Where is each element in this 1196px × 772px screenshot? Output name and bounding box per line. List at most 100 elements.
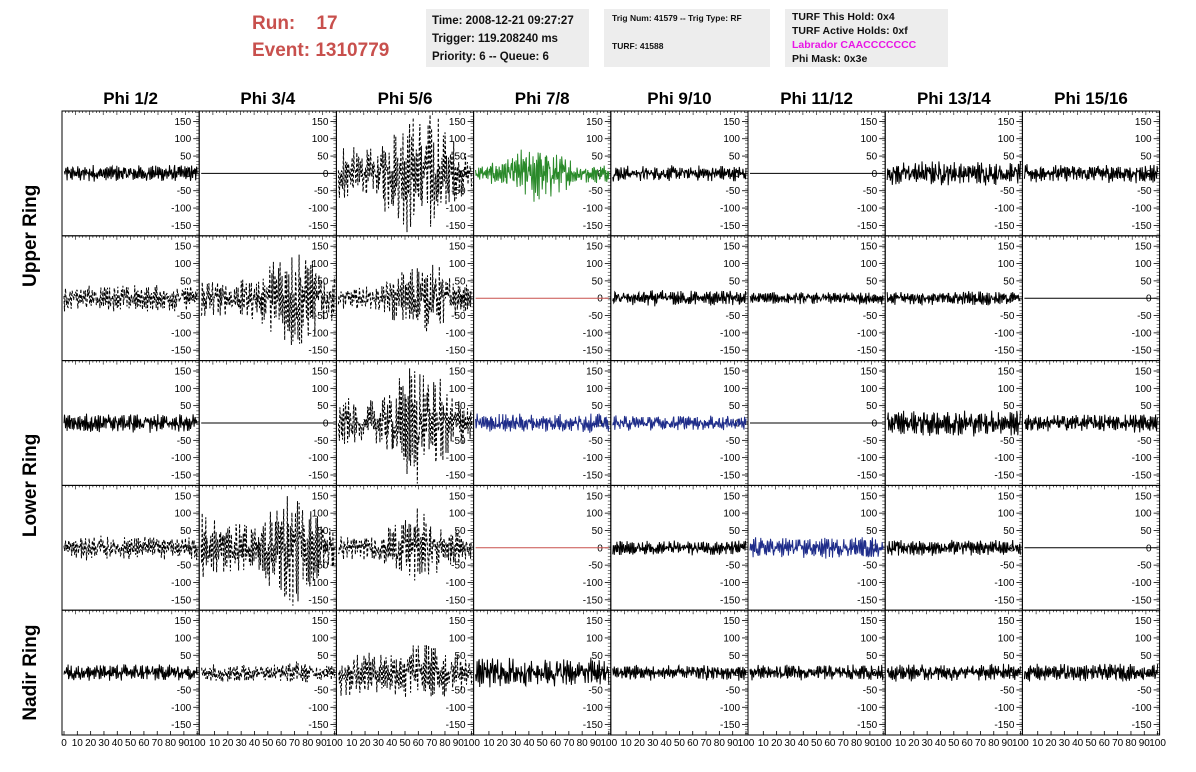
trace-waveform: [612, 165, 747, 182]
y-tick-label: -150: [171, 471, 191, 482]
y-tick-label: -150: [994, 346, 1014, 357]
turf-hold-text: TURF This Hold: 0x4: [792, 11, 895, 23]
x-tick-label: 10: [621, 738, 633, 749]
y-tick-label: 0: [460, 419, 466, 430]
y-tick-label: -50: [177, 311, 192, 322]
y-tick-label: 100: [723, 633, 740, 644]
trace-waveform: [200, 254, 335, 346]
y-tick-label: 150: [998, 367, 1015, 378]
y-tick-label: 100: [175, 509, 192, 520]
y-tick-label: 100: [586, 259, 603, 270]
y-tick-label: 0: [734, 169, 740, 180]
phi-mask-text: Phi Mask: 0x3e: [792, 53, 868, 65]
top-tick-marks: [747, 235, 886, 240]
top-tick-marks: [198, 485, 337, 490]
x-tick-label: 20: [497, 738, 509, 749]
top-tick-marks: [610, 111, 749, 115]
top-tick-marks: [61, 111, 200, 115]
y-tick-label: -50: [588, 186, 603, 197]
y-tick-label: 50: [866, 152, 878, 163]
y-tick-label: -150: [720, 720, 740, 731]
y-tick-label: -150: [994, 471, 1014, 482]
trace-waveform: [337, 264, 472, 333]
trace-waveform: [612, 540, 747, 556]
top-tick-marks: [473, 485, 612, 490]
trace-waveform: [63, 664, 198, 681]
y-tick-label: 150: [449, 242, 466, 253]
x-tick-label: 70: [563, 738, 575, 749]
trace-waveform: [201, 661, 335, 683]
trace-waveform: [886, 161, 1021, 186]
y-tick-label: -50: [177, 685, 192, 696]
y-minor-ticks: [1019, 112, 1023, 235]
y-tick-label: -50: [1137, 311, 1152, 322]
x-tick-label: 20: [359, 738, 371, 749]
x-tick-label: 30: [784, 738, 796, 749]
y-tick-label: -150: [857, 471, 877, 482]
y-minor-ticks: [745, 486, 748, 609]
y-tick-label: 100: [723, 509, 740, 520]
y-tick-label: 150: [1135, 117, 1152, 128]
trace-waveform: [63, 413, 198, 433]
y-tick-label: 0: [323, 668, 329, 679]
x-tick-label: 70: [426, 738, 438, 749]
ring-label: Nadir Ring: [20, 625, 41, 721]
trace-waveform: [64, 164, 198, 182]
y-tick-label: 100: [998, 259, 1015, 270]
x-tick-label: 20: [634, 738, 646, 749]
run-event-header: Run: 17 Event: 1310779: [252, 10, 389, 64]
y-tick-label: -100: [583, 578, 603, 589]
y-tick-label: 150: [586, 117, 603, 128]
trace-waveform: [63, 285, 198, 312]
top-tick-marks: [336, 111, 474, 115]
x-tick-label: 60: [138, 738, 150, 749]
top-tick-marks: [198, 235, 337, 240]
x-tick-label: 100: [738, 738, 755, 749]
x-tick-label: 90: [1002, 738, 1014, 749]
y-tick-label: -100: [583, 328, 603, 339]
x-tick-label: 70: [975, 738, 987, 749]
y-tick-label: -100: [446, 328, 466, 339]
y-tick-label: 150: [312, 117, 329, 128]
ring-label: Upper Ring: [20, 185, 41, 287]
y-tick-label: -150: [583, 595, 603, 606]
y-minor-ticks: [1019, 611, 1023, 734]
y-tick-label: 0: [323, 419, 329, 430]
y-tick-label: 150: [312, 367, 329, 378]
trace-waveform: [612, 290, 747, 307]
y-tick-label: 100: [1135, 633, 1152, 644]
top-tick-marks: [198, 111, 337, 115]
y-tick-label: -50: [726, 311, 741, 322]
top-tick-marks: [473, 610, 612, 615]
y-tick-label: -100: [583, 453, 603, 464]
trace-waveform: [337, 114, 473, 233]
y-tick-label: -50: [588, 561, 603, 572]
y-tick-label: 100: [312, 134, 329, 145]
y-tick-label: 100: [175, 134, 192, 145]
y-tick-label: 50: [866, 651, 878, 662]
y-tick-label: 150: [861, 242, 878, 253]
y-tick-label: 150: [175, 367, 192, 378]
x-tick-label: 80: [988, 738, 1000, 749]
y-tick-label: 100: [998, 384, 1015, 395]
y-tick-label: -100: [308, 328, 328, 339]
y-minor-ticks: [882, 362, 886, 484]
top-tick-marks: [610, 360, 749, 365]
x-tick-label: 50: [399, 738, 411, 749]
y-tick-label: -50: [863, 436, 878, 447]
x-tick-label: 100: [600, 738, 617, 749]
y-tick-label: 50: [317, 152, 329, 163]
top-tick-marks: [336, 485, 474, 490]
y-tick-label: -150: [308, 720, 328, 731]
y-tick-label: 50: [317, 276, 329, 287]
y-tick-label: -50: [588, 685, 603, 696]
y-minor-ticks: [470, 486, 474, 609]
y-tick-label: -150: [171, 720, 191, 731]
top-tick-marks: [610, 610, 749, 615]
y-tick-label: 100: [1135, 259, 1152, 270]
y-tick-label: -50: [588, 311, 603, 322]
x-tick-label: 100: [1012, 738, 1029, 749]
y-tick-label: 50: [866, 401, 878, 412]
y-minor-ticks: [470, 237, 474, 360]
y-tick-label: -100: [171, 703, 191, 714]
